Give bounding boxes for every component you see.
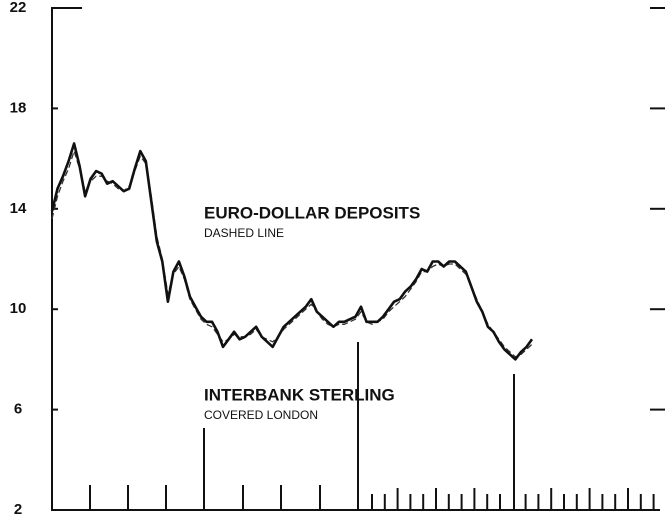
- y-tick-label: 14: [10, 200, 27, 217]
- series-line: [50, 142, 534, 361]
- series-note: DASHED LINE: [204, 226, 284, 240]
- y-tick-label: 18: [10, 99, 27, 116]
- series-label: INTERBANK STERLING: [204, 385, 395, 404]
- series-line: [51, 150, 533, 358]
- y-tick-label: 2: [14, 501, 22, 518]
- x-ticks: [89, 342, 655, 510]
- y-tick-label: 6: [14, 401, 22, 418]
- y-tick-label: 10: [10, 300, 27, 317]
- series-label: EURO-DOLLAR DEPOSITS: [204, 203, 420, 222]
- series-note: COVERED LONDON: [204, 408, 318, 422]
- y-tick-label: 22: [10, 0, 27, 16]
